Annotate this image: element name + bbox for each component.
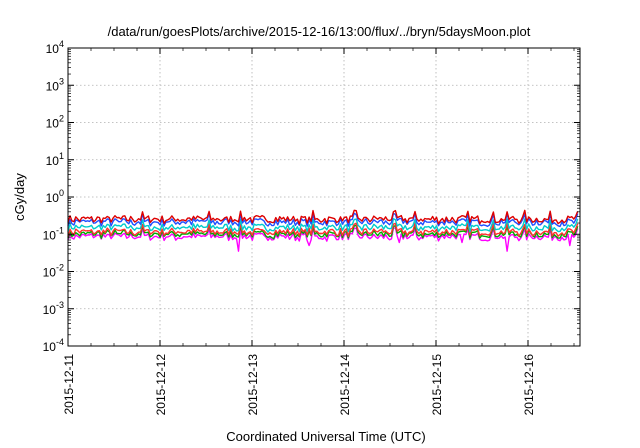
y-tick-label: 100: [46, 188, 64, 205]
x-tick-label: 2015-12-14: [338, 354, 352, 416]
y-tick-label: 104: [46, 39, 64, 56]
series-line-5: [67, 212, 579, 228]
grid: [68, 48, 580, 346]
y-tick-label: 101: [46, 151, 64, 168]
x-tick-label: 2015-12-16: [522, 354, 536, 416]
chart-title: /data/run/goesPlots/archive/2015-12-16/1…: [108, 24, 531, 39]
y-tick-label: 10-3: [43, 300, 64, 317]
series-line-6: [67, 209, 579, 225]
y-tick-label: 102: [46, 114, 64, 131]
series-line-1: [67, 227, 579, 252]
y-tick-label: 103: [46, 76, 64, 93]
y-tick-label: 10-4: [43, 337, 64, 354]
series-line-4: [67, 217, 579, 233]
series-line-3: [67, 222, 579, 238]
series-group: [67, 209, 579, 252]
y-tick-label: 10-1: [43, 225, 64, 242]
series-line-2: [67, 224, 579, 240]
y-axis-label: cGy/day: [12, 173, 27, 221]
x-tick-label: 2015-12-13: [246, 354, 260, 416]
x-tick-label: 2015-12-11: [62, 354, 76, 415]
x-axis-label: Coordinated Universal Time (UTC): [226, 429, 425, 444]
x-tick-label: 2015-12-15: [430, 354, 444, 416]
y-tick-label: 10-2: [43, 263, 64, 280]
x-tick-label: 2015-12-12: [154, 354, 168, 416]
y-axis-ticks: 10-4 10-3 10-2 10-1 100 101 102 103 104: [43, 39, 580, 354]
x-axis-ticks: 2015-12-11 2015-12-12 2015-12-13 2015-12-14…: [62, 48, 575, 416]
